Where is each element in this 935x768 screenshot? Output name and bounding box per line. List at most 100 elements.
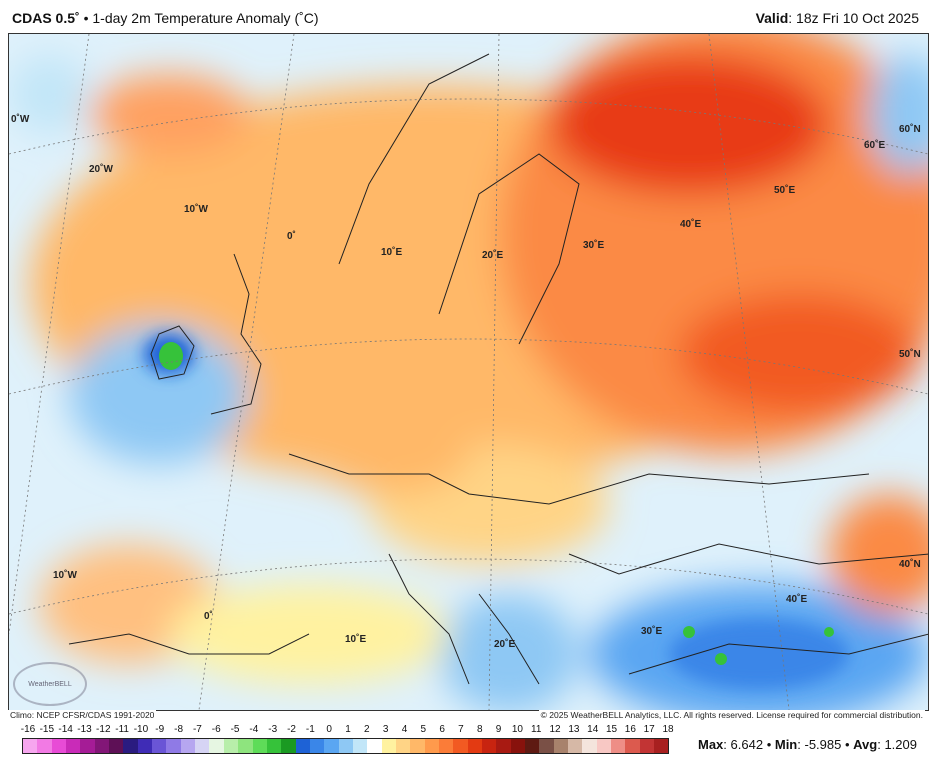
- map-title: CDAS 0.5˚ • 1-day 2m Temperature Anomaly…: [12, 10, 319, 26]
- lon-label: 10˚E: [345, 634, 367, 645]
- lon-label: 40˚E: [786, 594, 808, 605]
- colorbar-swatch: [568, 739, 583, 753]
- colorbar-tick-label: 18: [662, 724, 674, 735]
- valid-label: Valid: [755, 10, 789, 26]
- lon-label: 0˚: [287, 231, 296, 242]
- colorbar-swatch: [195, 739, 210, 753]
- colorbar-swatch: [166, 739, 181, 753]
- colorbar-tick-label: 8: [476, 724, 483, 735]
- colorbar-swatch: [152, 739, 167, 753]
- min-label: Min: [774, 737, 798, 752]
- colorbar-tick-label: -3: [268, 724, 278, 735]
- colorbar: [22, 738, 670, 754]
- valid-time-value: 18z Fri 10 Oct 2025: [796, 10, 919, 26]
- weatherbell-logo: WeatherBELL: [13, 662, 87, 706]
- colorbar-tick-label: 2: [364, 724, 370, 735]
- colorbar-swatch: [66, 739, 81, 753]
- colorbar-swatch: [625, 739, 640, 753]
- colorbar-tick-label: 7: [458, 724, 464, 735]
- colorbar-swatch: [424, 739, 439, 753]
- colorbar-swatch: [338, 739, 353, 753]
- colorbar-swatch: [654, 739, 669, 753]
- colorbar-tick-label: -14: [58, 724, 73, 735]
- colorbar-swatch: [410, 739, 425, 753]
- colorbar-swatch: [438, 739, 454, 753]
- colorbar-tick-label: -11: [115, 724, 129, 735]
- colorbar-tick-label: 5: [420, 724, 427, 735]
- colorbar-tick-label: 3: [382, 724, 389, 735]
- colorbar-swatch: [238, 739, 253, 753]
- lon-label: 50˚E: [774, 185, 796, 196]
- colorbar-swatch: [553, 739, 569, 753]
- colorbar-tick-label: 12: [549, 724, 561, 735]
- colorbar-swatch: [94, 739, 110, 753]
- colorbar-swatch: [223, 739, 239, 753]
- colorbar-tick-label: -9: [155, 724, 165, 735]
- colorbar-tick-label: 1: [345, 724, 351, 735]
- colorbar-swatch: [309, 739, 325, 753]
- lon-label: 60˚E: [864, 140, 886, 151]
- colorbar-swatch: [180, 739, 196, 753]
- colorbar-swatch: [109, 739, 124, 753]
- anomaly-map[interactable]: 0˚W 20˚W 10˚W 0˚ 10˚E 20˚E 30˚E 40˚E 50˚…: [8, 33, 929, 711]
- colorbar-tick-label: -1: [305, 724, 315, 735]
- lon-label: 10˚E: [381, 247, 403, 258]
- colorbar-tick-label: 14: [587, 724, 599, 735]
- colorbar-swatch: [496, 739, 511, 753]
- colorbar-tick-label: 10: [511, 724, 523, 735]
- colorbar-swatch: [51, 739, 67, 753]
- colorbar-swatch: [482, 739, 497, 753]
- colorbar-swatch: [352, 739, 368, 753]
- colorbar-tick-label: -15: [39, 724, 55, 735]
- colorbar-tick-label: 4: [401, 724, 408, 735]
- colorbar-swatch: [525, 739, 540, 753]
- lon-label: 0˚: [204, 611, 213, 622]
- lon-label: 30˚E: [641, 626, 663, 637]
- colorbar-swatch: [295, 739, 310, 753]
- colorbar-tick-label: -2: [287, 724, 296, 735]
- colorbar-tick-label: 13: [568, 724, 580, 735]
- colorbar-tick-label: -6: [211, 724, 221, 735]
- colorbar-tick-label: -8: [174, 724, 184, 735]
- product-title: 1-day 2m Temperature Anomaly (˚C): [92, 10, 319, 26]
- colorbar-swatch: [582, 739, 597, 753]
- colorbar-swatch: [37, 739, 52, 753]
- colorbar-tick-label: 6: [439, 724, 445, 735]
- lat-label: 40˚N: [899, 559, 921, 570]
- lon-label: 10˚W: [184, 204, 208, 215]
- colorbar-tick-label: -7: [192, 724, 202, 735]
- colorbar-tick-label: 11: [531, 724, 542, 735]
- colorbar-swatch: [395, 739, 411, 753]
- colorbar-swatch: [510, 739, 526, 753]
- colorbar-tick-label: -12: [96, 724, 111, 735]
- colorbar-swatch: [252, 739, 267, 753]
- colorbar-swatch: [611, 739, 626, 753]
- avg-value: 1.209: [884, 737, 917, 752]
- model-name: CDAS 0.5˚: [12, 10, 80, 26]
- colorbar-tick-label: 0: [326, 724, 332, 735]
- max-value: 6.642: [730, 737, 764, 752]
- colorbar-tick-label: 15: [605, 724, 618, 735]
- climatology-note: Climo: NCEP CFSR/CDAS 1991-2020: [8, 710, 157, 720]
- colorbar-swatch: [596, 739, 612, 753]
- colorbar-swatch: [539, 739, 554, 753]
- colorbar-tick-label: -5: [230, 724, 240, 735]
- colorbar-ticks: -16 -15 -14 -13 -12 -11 -10 -9 -8 -7 -6 -5 -4 -3 -2 -1 0…: [14, 724, 674, 736]
- colorbar-tick-label: -4: [249, 724, 259, 735]
- colorbar-swatch: [324, 739, 339, 753]
- min-value: -5.985: [804, 737, 842, 752]
- colorbar-swatch: [137, 739, 153, 753]
- field-stats: Max: 6.642 • Min: -5.985 • Avg: 1.209: [698, 737, 917, 752]
- colorbar-tick-label: 9: [495, 724, 502, 735]
- lon-label: 30˚E: [583, 240, 605, 251]
- colorbar-swatch: [80, 739, 95, 753]
- colorbar-swatch: [367, 739, 382, 753]
- colorbar-swatch: [209, 739, 224, 753]
- colorbar-swatch: [453, 739, 468, 753]
- colorbar-swatch: [639, 739, 655, 753]
- lon-label: 20˚E: [494, 639, 516, 650]
- max-label: Max: [698, 737, 724, 752]
- lon-label: 40˚E: [680, 219, 702, 230]
- lon-label: 20˚E: [482, 250, 504, 261]
- valid-time: Valid: 18z Fri 10 Oct 2025: [755, 10, 919, 26]
